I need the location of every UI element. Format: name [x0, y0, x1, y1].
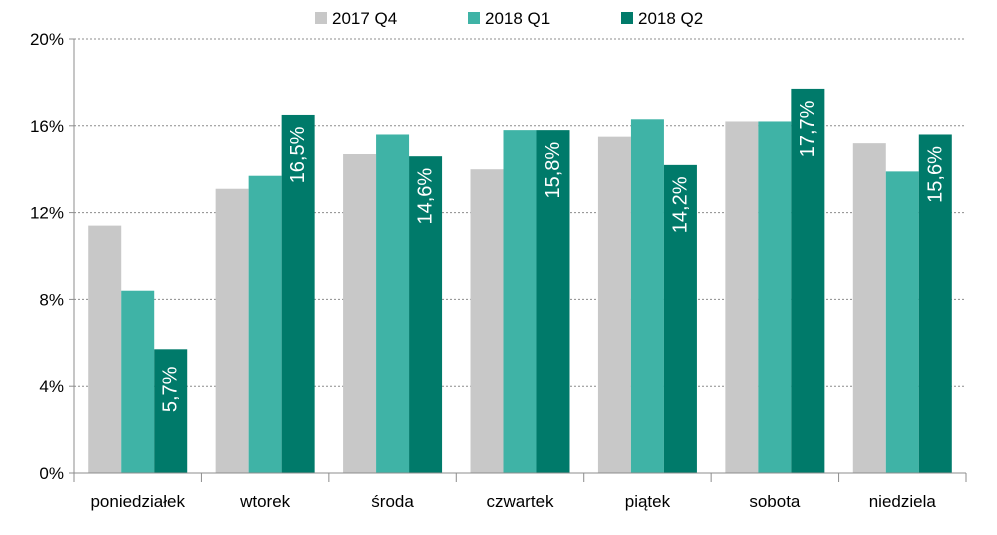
y-tick-label: 12%: [30, 204, 64, 223]
data-label: 14,2%: [669, 176, 691, 233]
data-label: 17,7%: [797, 100, 819, 157]
axes: 0% 4% 8% 12% 16% 20% poniedziałek wtorek środa cz…: [30, 30, 967, 511]
legend-label: 2018 Q2: [638, 9, 703, 28]
y-tick-label: 16%: [30, 117, 64, 136]
data-label: 15,6%: [924, 146, 946, 203]
bar-2018-q1-6: [885, 171, 919, 473]
legend-swatch: [315, 12, 327, 24]
bar-2017-q4-4: [597, 136, 631, 473]
y-tick-label: 20%: [30, 30, 64, 49]
bar-2018-q2-4: [663, 164, 697, 474]
bar-2018-q2-5: [791, 88, 825, 473]
data-label: 15,8%: [542, 142, 564, 199]
bar-2018-q1-3: [503, 130, 537, 473]
bar-2017-q4-0: [88, 225, 122, 473]
x-tick-label: środa: [371, 492, 414, 511]
bar-2018-q2-1: [281, 114, 315, 473]
x-tick-label: poniedziałek: [90, 492, 185, 511]
x-tick-label: niedziela: [869, 492, 937, 511]
bar-2017-q4-6: [852, 143, 886, 473]
bar-2018-q2-6: [918, 134, 952, 474]
x-tick-label: czwartek: [486, 492, 554, 511]
legend-label: 2017 Q4: [332, 9, 397, 28]
bar-2018-q2-2: [409, 156, 443, 473]
bar-2018-q1-4: [630, 119, 664, 473]
bar-2017-q4-3: [470, 169, 504, 473]
data-label: 14,6%: [415, 168, 437, 225]
x-tick-label: wtorek: [239, 492, 291, 511]
bar-2018-q2-0: [154, 349, 188, 473]
bar-2018-q1-0: [121, 290, 155, 473]
bar-2018-q1-2: [376, 134, 410, 474]
bar-2018-q1-5: [758, 121, 792, 474]
legend-swatch: [468, 12, 480, 24]
bar-2017-q4-5: [725, 121, 759, 474]
data-labels: 5,7% 16,5% 14,6% 15,8% 14,2% 17,7% 15,6%: [160, 100, 947, 412]
legend-swatch: [621, 12, 633, 24]
legend: 2017 Q4 2018 Q1 2018 Q2: [315, 9, 703, 28]
bars: [88, 88, 952, 474]
bar-2018-q1-1: [248, 175, 282, 473]
bar-2018-q2-3: [536, 130, 570, 473]
x-tick-label: sobota: [749, 492, 801, 511]
legend-label: 2018 Q1: [485, 9, 550, 28]
x-tick-label: piątek: [625, 492, 671, 511]
data-label: 5,7%: [160, 366, 182, 412]
bar-2017-q4-1: [215, 188, 249, 474]
y-tick-label: 8%: [39, 290, 64, 309]
bar-2017-q4-2: [343, 154, 377, 473]
data-label: 16,5%: [287, 126, 309, 183]
y-tick-label: 0%: [39, 464, 64, 483]
y-tick-label: 4%: [39, 377, 64, 396]
